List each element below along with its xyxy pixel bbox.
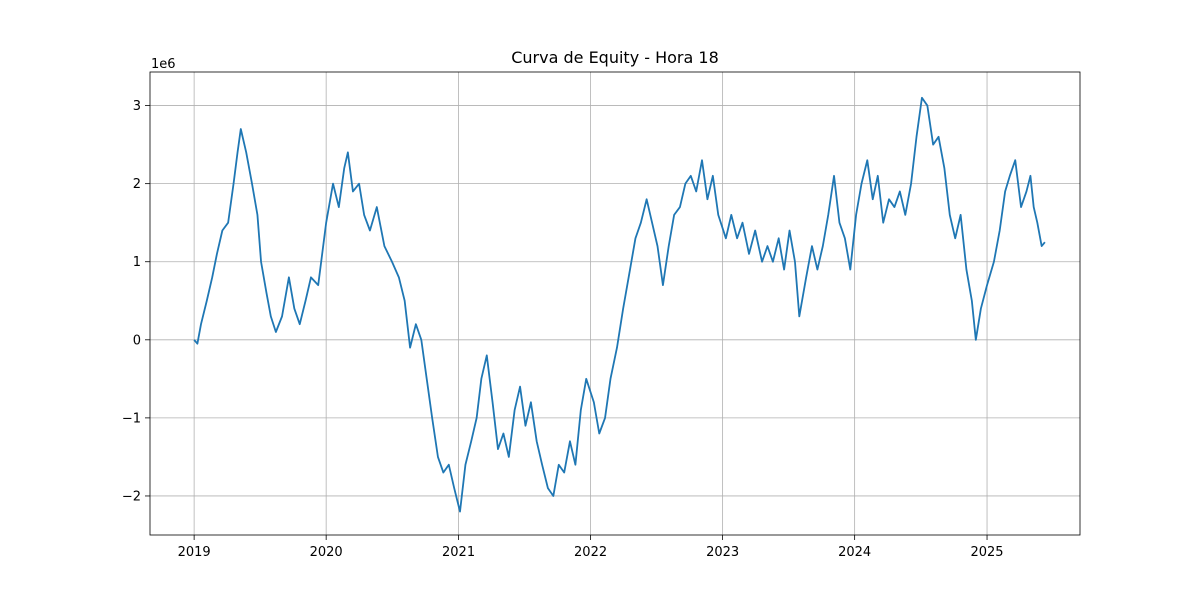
y-tick-label: 2 [133,177,141,192]
series-layer [193,96,1046,513]
grid-layer [150,72,1080,535]
tick-layer: 2019 2020 2021 2022 2023 2024 2025 −2 −1 0 1 2 3 [122,99,1004,560]
y-tick-label: −1 [122,411,141,426]
x-tick-label: 2022 [574,545,607,560]
plot-area-frame [149,71,1081,536]
y-tick-label: 1 [133,255,141,270]
y-tick-label: 0 [133,333,141,348]
y-axis-offset-label: 1e6 [151,57,176,72]
x-tick-label: 2021 [442,545,475,560]
x-tick-label: 2020 [310,545,343,560]
equity-series-line [193,96,1046,513]
y-tick-label: −2 [122,489,141,504]
x-tick-label: 2024 [838,545,871,560]
chart-title: Curva de Equity - Hora 18 [511,48,719,67]
x-tick-label: 2023 [706,545,739,560]
x-tick-label: 2025 [970,545,1003,560]
x-tick-label: 2019 [178,545,211,560]
y-tick-label: 3 [133,99,141,114]
